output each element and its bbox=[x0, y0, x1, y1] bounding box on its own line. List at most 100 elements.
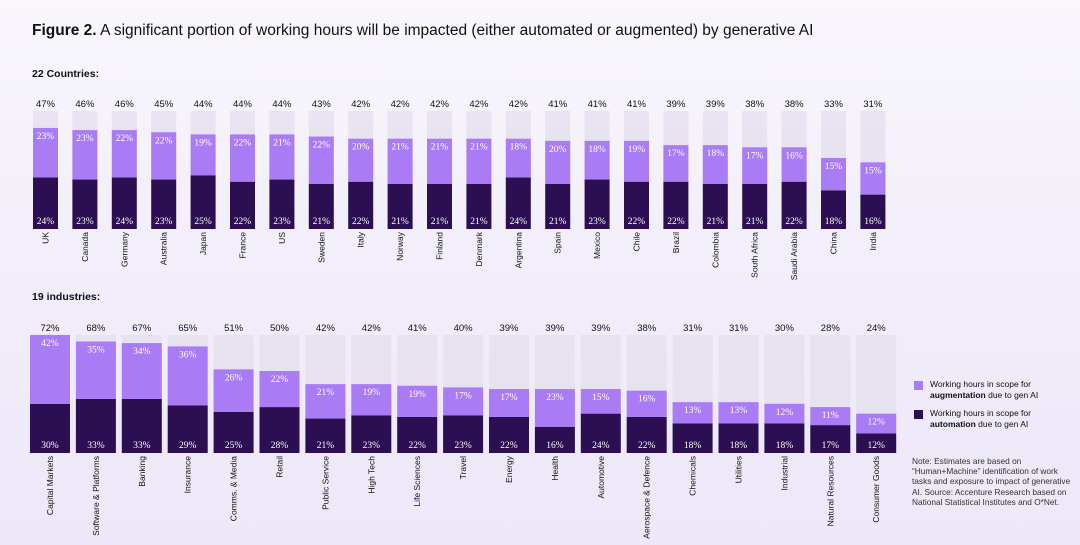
total-label-australia: 45% bbox=[154, 99, 174, 110]
bar-augmentation-consumer-goods bbox=[856, 413, 897, 434]
bar-automation-germany bbox=[111, 177, 137, 229]
bar-automation-brazil bbox=[663, 181, 689, 229]
bar-augmentation-health bbox=[534, 389, 575, 427]
bar-automation-spain bbox=[545, 183, 571, 229]
bar-augmentation-us bbox=[269, 134, 295, 180]
augmentation-label-south-africa: 17% bbox=[746, 151, 764, 161]
augmentation-label-italy: 20% bbox=[352, 143, 370, 153]
total-label-aerospace-defence: 38% bbox=[637, 323, 657, 334]
total-label-public-service: 42% bbox=[316, 323, 336, 334]
total-label-denmark: 42% bbox=[469, 99, 489, 110]
augmentation-label-retail: 22% bbox=[271, 375, 289, 385]
bar-augmentation-chile bbox=[624, 140, 649, 182]
category-label-utilities: Utilities bbox=[734, 456, 744, 483]
total-label-sweden: 43% bbox=[312, 99, 332, 110]
bar-augmentation-france bbox=[230, 134, 255, 182]
category-label-mexico: Mexico bbox=[592, 232, 602, 259]
bar-automation-uk bbox=[33, 177, 58, 229]
bar-augmentation-uk bbox=[33, 127, 58, 178]
total-label-uk: 47% bbox=[36, 99, 56, 110]
automation-label-consumer-goods: 12% bbox=[867, 441, 885, 451]
category-label-consumer-goods: Consumer Goods bbox=[871, 456, 881, 523]
category-label-brazil: Brazil bbox=[671, 232, 681, 253]
bar-automation-aerospace-defence bbox=[626, 416, 667, 453]
augmentation-label-argentina: 18% bbox=[510, 143, 528, 153]
total-label-capital-markets: 72% bbox=[40, 323, 60, 334]
category-label-colombia: Colombia bbox=[710, 232, 720, 268]
automation-label-travel: 23% bbox=[454, 441, 472, 451]
category-label-software-platforms: Software & Platforms bbox=[91, 456, 101, 536]
bar-automation-france bbox=[230, 181, 255, 229]
augmentation-label-chile: 19% bbox=[628, 145, 646, 155]
automation-label-brazil: 22% bbox=[667, 217, 685, 227]
chart-1: 72% 42% 30% Capital Markets 68% 35% 33% Softwar… bbox=[30, 323, 897, 539]
total-label-brazil: 39% bbox=[666, 99, 686, 110]
total-label-consumer-goods: 24% bbox=[867, 323, 887, 334]
bar-augmentation-retail bbox=[259, 371, 300, 408]
figure-title: Figure 2. A significant portion of worki… bbox=[32, 22, 813, 40]
bar-automation-health bbox=[534, 426, 575, 453]
category-label-saudi-arabia: Saudi Arabia bbox=[789, 232, 799, 280]
automation-label-canada: 23% bbox=[76, 217, 94, 227]
total-label-colombia: 39% bbox=[706, 99, 726, 110]
category-label-australia: Australia bbox=[159, 232, 169, 265]
augmentation-label-natural-resources: 11% bbox=[822, 411, 839, 421]
total-label-insurance: 65% bbox=[178, 323, 198, 334]
bar-automation-finland bbox=[427, 183, 452, 229]
total-label-life-sciences: 41% bbox=[408, 323, 428, 334]
augmentation-label-japan: 19% bbox=[194, 138, 212, 148]
automation-label-saudi-arabia: 22% bbox=[785, 217, 803, 227]
category-label-germany: Germany bbox=[119, 231, 129, 267]
category-label-insurance: Insurance bbox=[183, 456, 193, 494]
category-label-energy: Energy bbox=[504, 455, 514, 483]
total-label-us: 44% bbox=[272, 99, 292, 110]
countries-chart-title: 22 Countries: bbox=[32, 68, 100, 80]
automation-label-insurance: 29% bbox=[179, 441, 197, 451]
bar-augmentation-chemicals bbox=[672, 402, 713, 424]
automation-label-aerospace-defence: 22% bbox=[638, 441, 656, 451]
category-label-italy: Italy bbox=[356, 231, 366, 247]
automation-label-capital-markets: 30% bbox=[41, 441, 59, 451]
augmentation-label-saudi-arabia: 16% bbox=[785, 151, 803, 161]
automation-label-health: 16% bbox=[546, 441, 564, 451]
total-label-high-tech: 42% bbox=[362, 323, 382, 334]
augmentation-label-norway: 21% bbox=[391, 143, 409, 153]
augmentation-label-spain: 20% bbox=[549, 145, 567, 155]
total-label-software-platforms: 68% bbox=[86, 323, 106, 334]
legend-label-augmentation: Working hours in scope for augmentation d… bbox=[930, 379, 1039, 400]
category-label-chemicals: Chemicals bbox=[688, 456, 698, 496]
bar-automation-software-platforms bbox=[75, 398, 116, 453]
category-label-denmark: Denmark bbox=[474, 231, 484, 266]
total-label-spain: 41% bbox=[548, 99, 568, 110]
bar-augmentation-sweden bbox=[308, 136, 334, 184]
bar-automation-consumer-goods bbox=[856, 433, 897, 453]
automation-label-france: 22% bbox=[234, 217, 252, 227]
total-label-finland: 42% bbox=[430, 99, 450, 110]
automation-label-south-africa: 21% bbox=[746, 217, 764, 227]
augmentation-label-uk: 23% bbox=[37, 132, 55, 142]
augmentation-label-health: 23% bbox=[546, 393, 564, 403]
bar-automation-mexico bbox=[584, 179, 610, 229]
automation-label-banking: 33% bbox=[133, 441, 151, 451]
augmentation-label-insurance: 36% bbox=[179, 350, 197, 360]
bar-automation-capital-markets bbox=[30, 403, 70, 453]
bar-automation-retail bbox=[259, 407, 300, 453]
automation-label-comms-media: 25% bbox=[225, 441, 243, 451]
category-label-india: India bbox=[868, 232, 878, 251]
bar-automation-italy bbox=[348, 181, 374, 229]
bar-automation-india bbox=[860, 194, 886, 229]
augmentation-label-denmark: 21% bbox=[470, 143, 488, 153]
bar-automation-banking bbox=[121, 398, 162, 453]
augmentation-label-canada: 23% bbox=[76, 134, 94, 144]
bar-automation-high-tech bbox=[351, 415, 392, 453]
category-label-retail: Retail bbox=[275, 456, 285, 478]
bar-augmentation-canada bbox=[72, 130, 98, 180]
automation-label-industrial: 18% bbox=[776, 441, 794, 451]
bar-automation-japan bbox=[190, 175, 216, 229]
augmentation-label-energy: 17% bbox=[500, 393, 518, 403]
bar-augmentation-software-platforms bbox=[75, 341, 116, 399]
bar-augmentation-banking bbox=[121, 343, 162, 399]
augmentation-label-chemicals: 13% bbox=[684, 406, 702, 416]
category-label-japan: Japan bbox=[198, 232, 208, 255]
